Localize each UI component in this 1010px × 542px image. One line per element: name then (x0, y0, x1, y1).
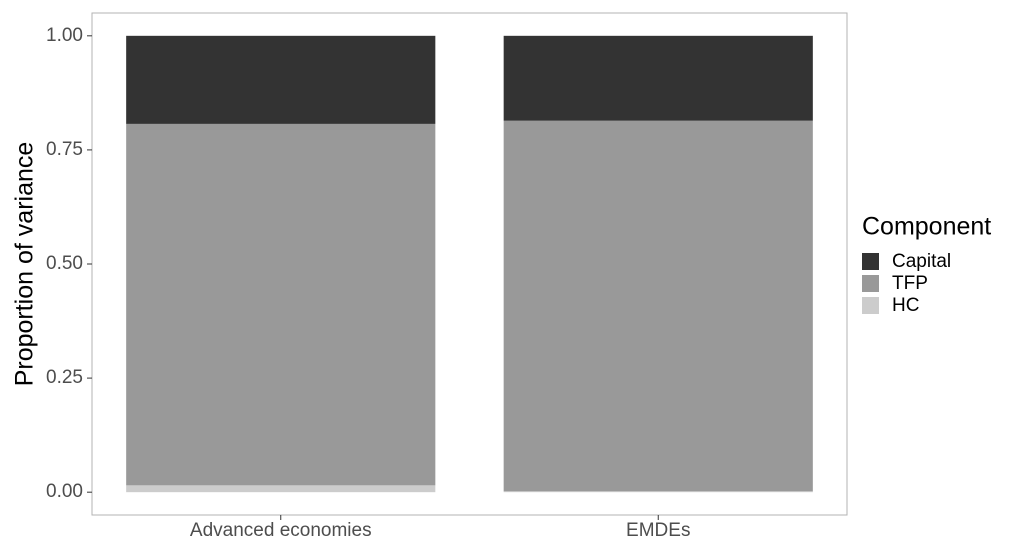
bar-segment (503, 120, 813, 492)
bar-segment (126, 485, 436, 493)
x-tick-label: EMDEs (626, 520, 690, 537)
legend-label: HC (892, 295, 919, 316)
legend-label: Capital (892, 251, 951, 272)
bar-segment (503, 35, 813, 121)
legend-key (862, 297, 879, 314)
bar-segment (126, 123, 436, 486)
legend-label: TFP (892, 273, 928, 294)
legend-key (862, 253, 879, 270)
y-tick-label: 0.75 (46, 139, 83, 160)
bar-segment (503, 491, 813, 493)
bar-segment (126, 35, 436, 124)
legend-title: Component (862, 213, 991, 241)
y-tick-label: 1.00 (46, 25, 83, 46)
y-tick-label: 0.00 (46, 481, 83, 502)
x-tick-label: Advanced economies (190, 520, 372, 537)
legend-key (862, 275, 879, 292)
y-axis-title: Proportion of variance (11, 142, 39, 387)
y-tick-label: 0.50 (46, 253, 83, 274)
y-tick-label: 0.25 (46, 367, 83, 388)
